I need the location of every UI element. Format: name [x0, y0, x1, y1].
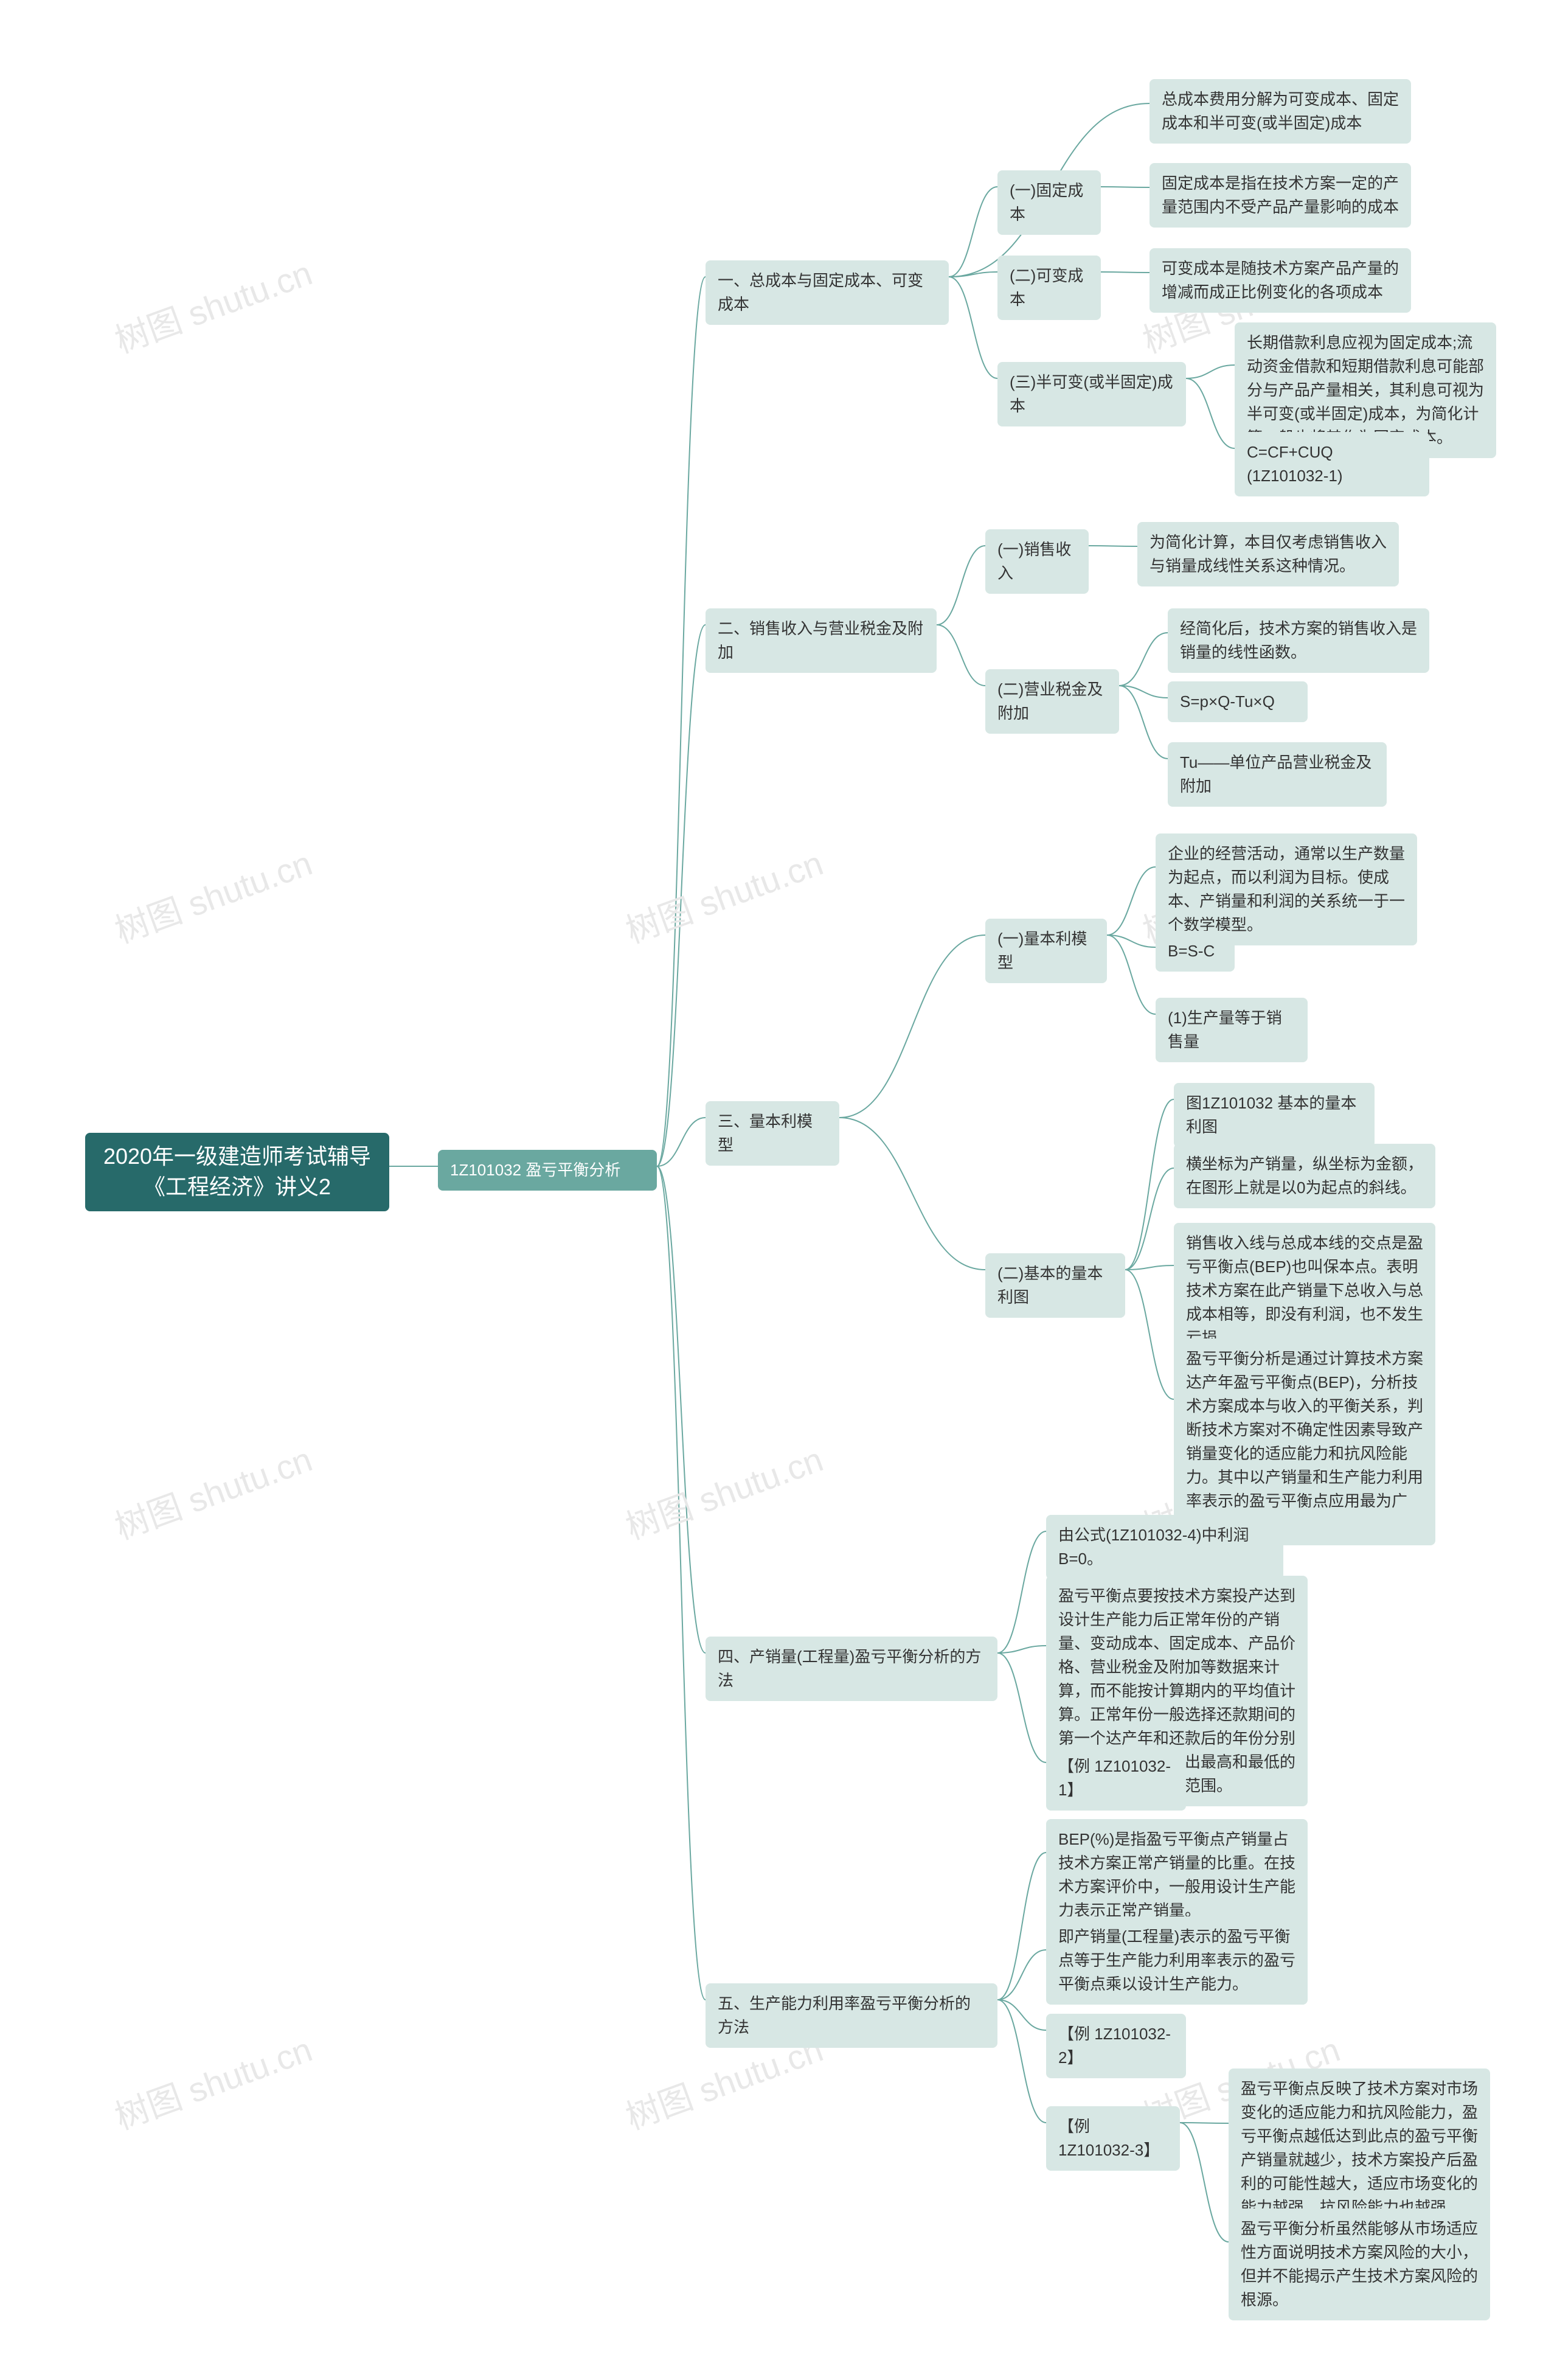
node-n4_4a: 由公式(1Z101032-4)中利润B=0。	[1046, 1515, 1283, 1579]
node-n4_3b2: 横坐标为产销量，纵坐标为金额，在图形上就是以0为起点的斜线。	[1174, 1144, 1435, 1208]
node-n3_2b: (二)营业税金及附加	[985, 669, 1119, 734]
node-n1: 1Z101032 盈亏平衡分析	[438, 1150, 657, 1191]
node-n4_3a3: (1)生产量等于销售量	[1156, 998, 1308, 1062]
node-n4_5c: 【例 1Z101032-2】	[1046, 2014, 1186, 2078]
watermark: 树图 shutu.cn	[107, 2022, 318, 2139]
node-n2_5: 五、生产能力利用率盈亏平衡分析的方法	[706, 1983, 997, 2048]
node-n4_1b: 可变成本是随技术方案产品产量的增减而成正比例变化的各项成本	[1150, 248, 1411, 313]
node-n4_2b2: S=p×Q-Tu×Q	[1168, 681, 1308, 722]
node-n4_top: 总成本费用分解为可变成本、固定成本和半可变(或半固定)成本	[1150, 79, 1411, 144]
watermark: 树图 shutu.cn	[618, 1432, 829, 1549]
node-n4_3a1: 企业的经营活动，通常以生产数量为起点，而以利润为目标。使成本、产销量和利润的关系…	[1156, 833, 1417, 945]
mindmap-canvas: 树图 shutu.cn 树图 shutu.cn 树图 shutu.cn 树图 shut…	[0, 0, 1557, 2380]
node-n4_1c2: C=CF+CUQ (1Z101032-1)	[1235, 432, 1429, 496]
node-n4_3a2: B=S-C	[1156, 931, 1235, 972]
node-n4_3b1: 图1Z101032 基本的量本利图	[1174, 1083, 1375, 1147]
node-n2_3: 三、量本利模型	[706, 1101, 839, 1166]
watermark: 树图 shutu.cn	[618, 836, 829, 953]
node-n2_1: 一、总成本与固定成本、可变成本	[706, 260, 949, 325]
node-n4_4c: 【例 1Z101032-1】	[1046, 1746, 1186, 1811]
watermark: 树图 shutu.cn	[107, 836, 318, 953]
node-n3_5a: 【例 1Z101032-3】	[1046, 2106, 1180, 2171]
node-n4_2b3: Tu——单位产品营业税金及附加	[1168, 742, 1387, 807]
node-n4_3b4: 盈亏平衡分析是通过计算技术方案达产年盈亏平衡点(BEP)，分析技术方案成本与收入…	[1174, 1338, 1435, 1545]
watermark: 树图 shutu.cn	[107, 1432, 318, 1549]
node-n4_5a: BEP(%)是指盈亏平衡点产销量占技术方案正常产销量的比重。在技术方案评价中，一…	[1046, 1819, 1308, 1931]
watermark: 树图 shutu.cn	[107, 246, 318, 363]
node-n2_2: 二、销售收入与营业税金及附加	[706, 608, 937, 673]
node-n4_5e: 盈亏平衡分析虽然能够从市场适应性方面说明技术方案风险的大小，但并不能揭示产生技术…	[1229, 2208, 1490, 2320]
node-n2_4: 四、产销量(工程量)盈亏平衡分析的方法	[706, 1637, 997, 1701]
node-n4_2a: 为简化计算，本目仅考虑销售收入与销量成线性关系这种情况。	[1137, 522, 1399, 586]
node-n3_2a: (一)销售收入	[985, 529, 1089, 594]
node-n4_5b: 即产销量(工程量)表示的盈亏平衡点等于生产能力利用率表示的盈亏平衡点乘以设计生产…	[1046, 1916, 1308, 2005]
node-n3_1b: (二)可变成本	[997, 256, 1101, 320]
node-root: 2020年一级建造师考试辅导《工程经济》讲义2	[85, 1133, 389, 1211]
node-n4_1a: 固定成本是指在技术方案一定的产量范围内不受产品产量影响的成本	[1150, 163, 1411, 228]
node-n3_3b: (二)基本的量本利图	[985, 1253, 1125, 1318]
node-n3_3a: (一)量本利模型	[985, 919, 1107, 983]
node-n3_1c: (三)半可变(或半固定)成本	[997, 362, 1186, 426]
node-n3_1a: (一)固定成本	[997, 170, 1101, 235]
node-n4_5d: 盈亏平衡点反映了技术方案对市场变化的适应能力和抗风险能力，盈亏平衡点越低达到此点…	[1229, 2069, 1490, 2228]
node-n4_2b1: 经简化后，技术方案的销售收入是销量的线性函数。	[1168, 608, 1429, 673]
